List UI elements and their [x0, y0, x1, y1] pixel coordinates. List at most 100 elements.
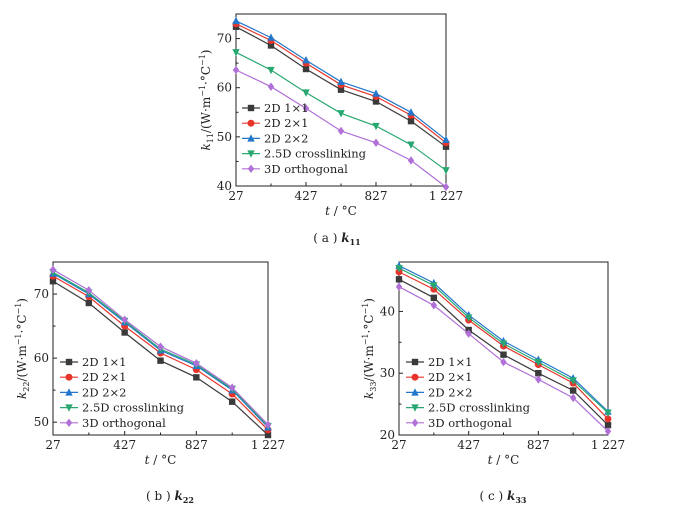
data-point: [267, 82, 275, 91]
x-tick-label: 827: [527, 438, 550, 452]
x-tick-label: 427: [113, 438, 136, 452]
data-point: [407, 156, 415, 165]
data-point: [232, 65, 240, 75]
data-point: [49, 278, 57, 285]
data-point: [407, 108, 415, 116]
data-point: [302, 55, 310, 64]
data-point: [535, 375, 542, 384]
legend-label: 2.5D crosslinking: [82, 401, 185, 415]
legend-label: 3D orthogonal: [264, 162, 348, 176]
data-point: [121, 329, 128, 336]
legend-marker: [65, 373, 73, 381]
legend-marker: [411, 388, 419, 396]
x-tick-label: 27: [45, 438, 60, 452]
data-point: [302, 65, 310, 73]
data-point: [395, 276, 403, 283]
legend-marker: [65, 388, 73, 396]
legend-marker: [247, 104, 255, 112]
data-point: [337, 110, 345, 118]
x-tick-label: 27: [391, 438, 406, 452]
legend-marker: [65, 358, 73, 366]
y-tick-label: 70: [217, 32, 232, 46]
data-point: [372, 122, 380, 131]
data-point: [407, 141, 415, 149]
chart-panel-2: 27 427 827 1 227 50 60 70 2D 1×12D 2×12D 2×2 2.5…: [14, 261, 285, 505]
data-point: [372, 89, 380, 97]
legend-label: 2D 2×2: [428, 385, 472, 399]
data-point: [193, 359, 200, 368]
legend-label: 2D 1×1: [82, 355, 126, 369]
data-point: [264, 420, 272, 429]
x-tick-label: 1 227: [591, 438, 625, 452]
data-point: [337, 77, 345, 86]
data-point: [430, 301, 438, 310]
legend-label: 2D 1×1: [428, 355, 472, 369]
legend-label: 2D 2×2: [264, 131, 308, 145]
legend-label: 2D 2×1: [428, 370, 472, 384]
data-point: [604, 421, 612, 429]
data-point: [302, 104, 310, 113]
y-tick-label: 60: [34, 351, 49, 365]
data-point: [232, 49, 240, 57]
data-point: [500, 357, 507, 367]
data-point: [267, 42, 275, 49]
data-point: [372, 138, 380, 147]
y-tick-label: 70: [34, 287, 49, 301]
legend-label: 2.5D crosslinking: [428, 401, 531, 415]
legend-marker: [247, 150, 255, 158]
x-tick-label: 427: [457, 438, 480, 452]
legend-marker: [411, 418, 419, 427]
legend-label: 2D 2×1: [264, 116, 308, 130]
data-point: [569, 377, 577, 385]
data-point: [395, 264, 403, 273]
y-tick-label: 30: [380, 366, 395, 380]
legend-label: 2D 2×1: [82, 370, 126, 384]
x-tick-label: 1 227: [429, 189, 463, 203]
legend-marker: [65, 418, 73, 427]
data-point: [604, 427, 612, 436]
data-point: [569, 387, 577, 394]
data-point: [465, 329, 472, 338]
legend-marker: [411, 373, 419, 381]
y-tick-label: 60: [217, 81, 232, 95]
data-point: [228, 383, 236, 392]
y-axis-label: k33/(W·m−1·°C−1): [361, 298, 378, 399]
legend-label: 2D 2×2: [82, 385, 126, 399]
legend-label: 2.5D crosslinking: [264, 147, 367, 161]
chart-panel-3: 27 427 827 1 227 20 30 40 2D 1×12D 2×12D 2×2 2.5…: [361, 261, 625, 505]
panel-caption: ( c ) k33: [480, 489, 527, 505]
data-point: [430, 282, 438, 290]
data-point: [372, 98, 380, 105]
y-tick-label: 40: [380, 304, 395, 318]
data-point: [442, 143, 450, 150]
x-axis-label: t / °C: [488, 453, 520, 467]
legend-marker: [411, 404, 419, 412]
x-tick-label: 827: [185, 438, 208, 452]
y-axis-label: k22/(W·m−1·°C−1): [14, 298, 31, 399]
legend-label: 3D orthogonal: [428, 416, 512, 430]
data-point: [337, 126, 345, 136]
legend-marker: [247, 119, 255, 127]
data-point: [464, 314, 473, 322]
legend-label: 2D 1×1: [264, 101, 308, 115]
legend-marker: [65, 404, 73, 412]
data-point: [232, 16, 240, 25]
y-tick-label: 20: [380, 428, 395, 442]
data-point: [535, 370, 542, 377]
data-point: [85, 299, 93, 307]
data-point: [85, 285, 93, 295]
data-point: [267, 33, 275, 41]
data-point: [442, 135, 450, 144]
panel-caption: ( a ) k11: [313, 231, 360, 247]
y-tick-label: 40: [217, 179, 232, 193]
legend-marker: [411, 358, 419, 366]
data-point: [267, 66, 275, 75]
data-point: [49, 265, 57, 274]
y-axis-label: k11/(W·m−1·°C−1): [198, 49, 215, 150]
y-tick-label: 50: [217, 130, 232, 144]
data-point: [604, 409, 612, 417]
data-point: [604, 415, 612, 423]
